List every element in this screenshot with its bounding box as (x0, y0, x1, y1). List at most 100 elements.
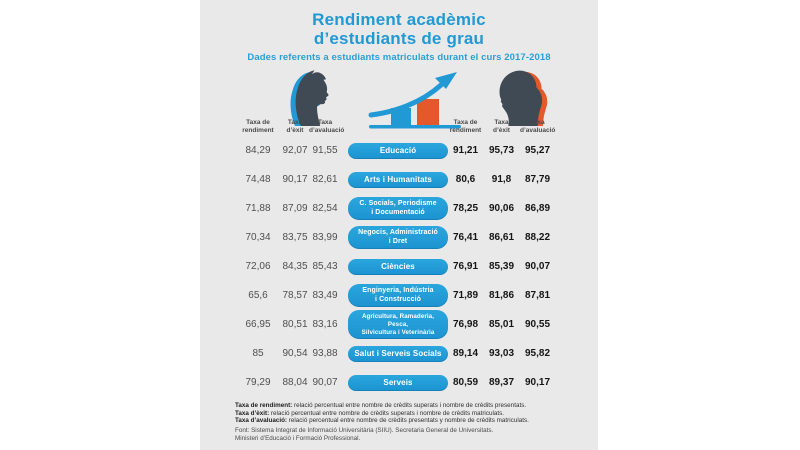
female-value: 76,91 (452, 261, 479, 272)
category-pill: Salut i Serveis Socials (348, 345, 448, 362)
category-pill: Negocis, Administració i Dret (348, 225, 448, 250)
female-value: 76,98 (452, 319, 479, 331)
infographic-panel: Rendiment acadèmic d’estudiants de grau … (200, 0, 598, 450)
female-value: 93,03 (488, 348, 515, 359)
category-pill-label: Serveis (383, 377, 413, 387)
footnote-exit: Taxa d’èxit: relació percentual entre no… (235, 409, 505, 417)
male-value: 70,34 (245, 232, 271, 243)
female-value: 87,79 (524, 174, 551, 185)
category-pill-label: Negocis, Administració i Dret (358, 228, 438, 245)
male-value: 65,6 (248, 290, 268, 301)
male-value: 82,54 (312, 203, 338, 214)
male-value: 84,29 (245, 145, 271, 156)
male-value: 71,88 (245, 203, 271, 214)
table-rows: 84,29 92,07 91,55 Educació 91,21 95,73 9… (200, 136, 598, 397)
page-subtitle: Dades referents a estudiants matriculats… (247, 52, 551, 63)
male-value: 82,61 (312, 174, 338, 185)
category-pill-label: Arts i Humanitats (364, 174, 432, 184)
male-value: 90,17 (282, 174, 308, 185)
female-value: 71,89 (452, 290, 479, 301)
source-line1: Font: Sistema Integrat de Informació Uni… (235, 427, 494, 434)
female-value: 86,61 (488, 232, 515, 243)
female-value: 91,21 (452, 145, 479, 156)
category-pill-label: Ciències (381, 261, 415, 271)
category-pill: C. Socials, Periodisme i Documentació (348, 196, 448, 221)
category-pill: Ciències (348, 258, 448, 275)
column-header-exit-male: Taxa d’èxit (286, 119, 304, 135)
male-value: 66,95 (245, 319, 271, 331)
male-value: 85,43 (312, 261, 338, 272)
male-value: 72,06 (245, 261, 271, 272)
male-value: 83,16 (312, 319, 338, 331)
female-value: 95,82 (524, 348, 551, 359)
female-value: 76,41 (452, 232, 479, 243)
footnotes: Taxa de rendiment: relació percentual en… (235, 402, 529, 425)
category-pill: Enginyeria, Indústria i Construcció (348, 283, 448, 308)
female-value: 90,07 (524, 261, 551, 272)
category-pill-label: C. Socials, Periodisme i Documentació (359, 199, 437, 216)
column-header-exit-female: Taxa d’èxit (493, 119, 510, 135)
category-pill-label: Agricultura, Ramaderia, Pesca, Silvicult… (361, 313, 435, 336)
table-row: 71,88 87,09 82,54 C. Socials, Periodisme… (200, 194, 598, 223)
female-value: 85,01 (488, 319, 515, 331)
female-value: 87,81 (524, 290, 551, 301)
female-value: 90,55 (524, 319, 551, 331)
column-header-rendiment-male: Taxa de rendiment (242, 119, 274, 135)
table-row: 85 90,54 93,88 Salut i Serveis Socials 8… (200, 339, 598, 368)
male-value: 83,75 (282, 232, 308, 243)
male-value: 78,57 (282, 290, 308, 301)
male-silhouette-icon (266, 62, 354, 126)
footnote-rendiment: Taxa de rendiment: relació percentual en… (235, 402, 527, 409)
category-pill: Agricultura, Ramaderia, Pesca, Silvicult… (348, 310, 448, 340)
female-value: 78,25 (452, 203, 479, 214)
source-note: Font: Sistema Integrat de Informació Uni… (235, 427, 493, 442)
female-value: 89,37 (488, 377, 515, 388)
male-value: 91,55 (312, 145, 338, 156)
male-value: 83,99 (312, 232, 338, 243)
male-value: 90,54 (282, 348, 308, 359)
male-value: 83,49 (312, 290, 338, 301)
category-pill: Arts i Humanitats (348, 171, 448, 188)
footnote-avaluacio: Taxa d’avaluació: relació percentual ent… (235, 417, 529, 425)
table-row: 84,29 92,07 91,55 Educació 91,21 95,73 9… (200, 136, 598, 165)
male-value: 90,07 (312, 377, 338, 388)
table-row: 65,6 78,57 83,49 Enginyeria, Indústria i… (200, 281, 598, 310)
female-value: 81,86 (488, 290, 515, 301)
female-value: 80,59 (452, 377, 479, 388)
source-line2: Ministeri d’Educació i Formació Professi… (235, 434, 361, 442)
table-row: 66,95 80,51 83,16 Agricultura, Ramaderia… (200, 310, 598, 340)
column-header-rendiment-female: Taxa de rendiment (449, 119, 482, 135)
column-header-avaluacio-male: Taxa d’avaluació (309, 119, 345, 135)
male-value: 74,48 (245, 174, 271, 185)
table-row: 74,48 90,17 82,61 Arts i Humanitats 80,6… (200, 165, 598, 194)
male-value: 93,88 (312, 348, 338, 359)
male-value: 85 (252, 348, 264, 359)
female-value: 90,17 (524, 377, 551, 388)
category-pill-label: Salut i Serveis Socials (354, 348, 442, 358)
page-title-line1: Rendiment acadèmic (312, 10, 486, 29)
page-title: Rendiment acadèmic d’estudiants de grau (200, 10, 598, 48)
female-value: 95,27 (524, 145, 551, 156)
category-pill: Serveis (348, 374, 448, 391)
table-row: 70,34 83,75 83,99 Negocis, Administració… (200, 223, 598, 252)
female-value: 80,6 (455, 174, 476, 185)
category-pill-label: Enginyeria, Indústria i Construcció (362, 286, 434, 303)
female-value: 89,14 (452, 348, 479, 359)
female-value: 91,8 (491, 174, 512, 185)
table-row: 79,29 88,04 90,07 Serveis 80,59 89,37 90… (200, 368, 598, 397)
female-value: 95,73 (488, 145, 515, 156)
table-row: 72,06 84,35 85,43 Ciències 76,91 85,39 9… (200, 252, 598, 281)
growth-bar-chart-icon (366, 70, 464, 132)
female-value: 85,39 (488, 261, 515, 272)
male-value: 80,51 (282, 319, 308, 331)
column-headers: Taxa de rendiment Taxa d’èxit Taxa d’avalua… (200, 119, 598, 135)
female-value: 88,22 (524, 232, 551, 243)
column-header-avaluacio-female: Taxa d’avaluació (520, 119, 556, 135)
male-value: 79,29 (245, 377, 271, 388)
female-value: 86,89 (524, 203, 551, 214)
page-title-line2: d’estudiants de grau (313, 29, 485, 48)
category-pill: Educació (348, 142, 448, 159)
male-value: 92,07 (282, 145, 308, 156)
male-value: 84,35 (282, 261, 308, 272)
